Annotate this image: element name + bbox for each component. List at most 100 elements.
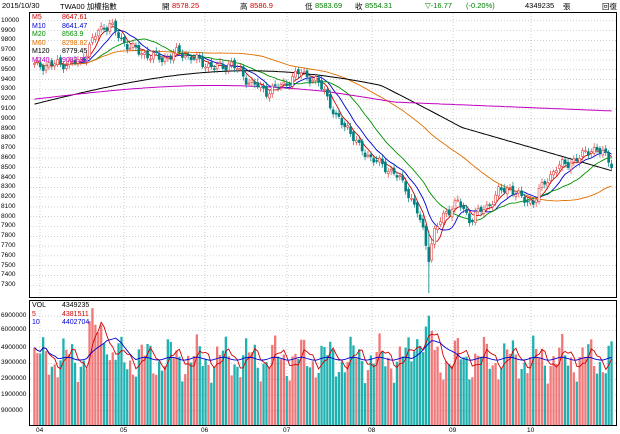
candle-body	[276, 86, 280, 89]
volume-bar	[381, 350, 384, 425]
volume-bar	[195, 334, 199, 425]
candle-body	[224, 66, 228, 71]
candle-body	[241, 66, 245, 77]
candle-body	[410, 197, 413, 200]
volume-bar	[340, 361, 344, 425]
candle-body	[192, 58, 196, 60]
candle-body	[279, 84, 283, 87]
candle-body	[442, 212, 445, 224]
volume-bar	[598, 361, 602, 425]
candle-body	[215, 63, 219, 69]
volume-bar	[604, 373, 607, 425]
candle-body	[601, 149, 605, 156]
volume-bar	[244, 338, 248, 425]
candle-body	[372, 158, 376, 163]
candle-body	[302, 71, 306, 74]
volume-bar	[117, 343, 120, 425]
candle-body	[352, 131, 355, 141]
volume-bar	[79, 366, 83, 425]
candle-body	[123, 36, 126, 43]
volume-bar	[584, 356, 587, 425]
reset-button[interactable]: 回復	[602, 2, 617, 11]
candle-body	[384, 161, 387, 173]
candle-body	[33, 63, 36, 65]
volume-bar	[410, 361, 413, 425]
volume-bar	[363, 383, 367, 425]
legend-value: 8563.9	[62, 31, 84, 38]
ma20-line	[34, 38, 612, 221]
volume-bar	[500, 368, 503, 425]
candle-body	[546, 182, 550, 187]
volume-bar	[265, 362, 268, 425]
volume-bar	[549, 366, 552, 425]
candle-body	[456, 199, 460, 202]
volume-bar	[213, 366, 216, 425]
candle-body	[526, 200, 529, 203]
volume-bar	[157, 361, 161, 425]
volume-bar	[302, 339, 306, 425]
volume-bar	[418, 345, 422, 425]
price-tick-label: 10000	[1, 16, 20, 24]
volume-bar	[575, 381, 578, 425]
legend-row: 5 4381511	[32, 311, 89, 318]
candle-body	[540, 181, 544, 189]
candle-body	[163, 56, 167, 62]
price-tick-label: 9800	[1, 36, 16, 44]
legend-name: M5	[32, 14, 42, 21]
volume-bar	[146, 343, 149, 425]
candle-body	[143, 52, 146, 55]
candle-body	[210, 61, 213, 68]
volume-bar	[70, 344, 74, 425]
volume-bar	[41, 337, 45, 425]
volume-bar	[163, 366, 167, 425]
candle-body	[239, 67, 242, 70]
candle-body	[401, 175, 405, 181]
candle-body	[262, 85, 265, 89]
change-value: ▽-16.77	[425, 1, 453, 10]
candle-body	[337, 113, 341, 117]
candle-body	[459, 201, 463, 208]
candle-body	[114, 20, 117, 32]
volume-bar	[259, 381, 262, 425]
candle-body	[146, 50, 149, 59]
volume-bar	[273, 335, 277, 425]
price-tick-label: 9200	[1, 95, 16, 103]
legend-value: 8779.45	[62, 48, 88, 55]
candle-body	[82, 57, 86, 62]
volume-bar	[558, 347, 561, 425]
close-value: 8554.31	[365, 1, 393, 10]
candle-body	[395, 175, 399, 178]
legend-row: M10 8641.47	[32, 23, 87, 30]
volume-bar	[456, 338, 460, 425]
price-tick-label: 7600	[1, 251, 16, 259]
legend-value: 8647.61	[62, 14, 88, 21]
volume-bar	[256, 367, 259, 425]
legend-name: M60	[32, 39, 46, 47]
candle-body	[511, 185, 515, 195]
volume-bar	[131, 374, 135, 425]
candle-body	[305, 70, 309, 77]
legend-name: 10	[32, 319, 40, 326]
candle-body	[102, 27, 106, 30]
month-label: 06	[201, 427, 209, 434]
candle-body	[581, 150, 584, 157]
volume-bar	[53, 364, 56, 425]
candle-body	[62, 64, 65, 70]
volume-bar	[404, 347, 407, 425]
volume-bar	[305, 366, 309, 425]
volume-bar	[236, 366, 239, 425]
volume-bar	[88, 321, 91, 425]
volume-bar	[91, 308, 94, 425]
candle-body	[375, 160, 378, 162]
volume-bar	[76, 381, 80, 425]
month-label: 09	[449, 427, 457, 434]
volume-bar	[210, 382, 213, 425]
volume-bar	[349, 336, 352, 425]
volume-bar	[288, 380, 291, 425]
candle-body	[154, 51, 158, 53]
volume-bar	[317, 373, 320, 425]
volume-tick-label: 4900000	[1, 343, 27, 351]
candle-body	[76, 59, 80, 64]
volume-bar	[523, 362, 526, 425]
